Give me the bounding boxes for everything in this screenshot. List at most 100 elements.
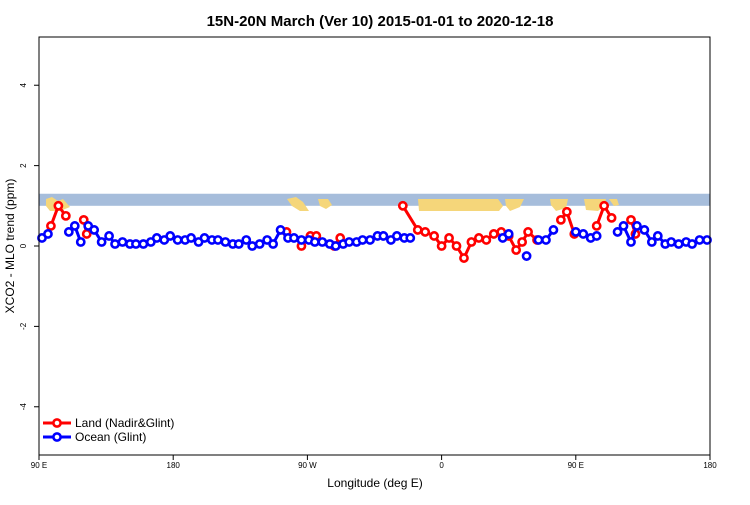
series-0-point-5-5 [444, 233, 454, 243]
series-1-point-2-31 [296, 235, 307, 245]
series-0-point-5-2 [420, 227, 431, 237]
series-0-point-6-0 [555, 214, 566, 225]
series-1-point-4-0 [521, 251, 532, 261]
series-1-point-0-1 [43, 229, 53, 239]
series-1-point-2-30 [289, 233, 299, 243]
series-0-point-5-3 [429, 231, 440, 241]
y-tick-label-1: -2 [19, 322, 28, 330]
x-axis-label: Longitude (deg E) [327, 476, 422, 490]
series-0-point-5-1 [412, 225, 423, 235]
series-0-point-5-4 [436, 241, 447, 251]
series-0-point-7-2 [606, 212, 617, 223]
series-1-point-2-13 [172, 235, 183, 245]
series-1-point-2-45 [391, 231, 402, 241]
series-1-point-2-24 [247, 241, 258, 251]
legend-label-1: Ocean (Glint) [75, 430, 146, 444]
map-land-4 [505, 199, 524, 211]
y-tick-label-0: -4 [19, 403, 28, 411]
legend-marker-1 [52, 432, 62, 442]
series-1-point-2-38 [344, 237, 355, 247]
x-tick-label-2: 90 W [298, 461, 317, 470]
series-1-point-7-0 [612, 227, 623, 237]
series-1-point-1-2 [75, 237, 86, 247]
series-1-point-5-0 [533, 235, 544, 245]
series-1-point-5-2 [548, 225, 559, 235]
series-0-point-7-0 [591, 221, 602, 231]
series-0-point-5-11 [488, 229, 499, 239]
series-1-point-2-20 [220, 237, 231, 247]
series-1-point-2-12 [165, 231, 176, 241]
series-1-point-2-41 [365, 235, 375, 245]
series-0-point-1-1 [81, 229, 92, 239]
series-0-point-0-2 [60, 210, 71, 221]
series-1-point-2-25 [254, 239, 265, 249]
series-0-point-5-15 [517, 237, 528, 247]
x-tick-label-3: 0 [439, 461, 444, 470]
map-land-3 [418, 199, 503, 211]
series-1-point-7-4 [639, 225, 650, 235]
series-layer [37, 200, 712, 263]
map-land-1 [287, 197, 309, 211]
legend: Land (Nadir&Glint)Ocean (Glint) [43, 416, 174, 444]
series-1-point-2-40 [357, 235, 368, 245]
series-1-point-2-15 [186, 233, 196, 243]
series-0-point-8-0 [626, 214, 636, 225]
series-1-point-2-7 [131, 239, 141, 249]
series-1-point-2-1 [89, 225, 100, 235]
map-land-2 [318, 199, 332, 209]
series-1-point-2-3 [104, 231, 114, 241]
series-1-point-2-2 [96, 237, 107, 247]
series-1-point-1-1 [69, 221, 80, 231]
series-1-point-6-1 [578, 229, 589, 239]
series-0-point-7-1 [599, 200, 610, 211]
series-1 [37, 221, 712, 261]
x-tick-label-5: 180 [703, 461, 717, 470]
x-tick-label-1: 180 [167, 461, 181, 470]
map-land-7 [609, 199, 619, 206]
series-1-point-2-5 [117, 237, 128, 247]
series-1-point-7-8 [666, 237, 677, 247]
chart-title: 15N-20N March (Ver 10) 2015-01-01 to 202… [207, 13, 554, 30]
map-strip [39, 193, 710, 211]
series-1-point-2-17 [199, 233, 210, 243]
series-0-point-5-10 [481, 235, 492, 245]
series-0-point-5-7 [459, 253, 469, 263]
series-1-point-7-13 [702, 235, 712, 245]
map-ocean [39, 193, 710, 206]
x-tick-label-0: 90 E [31, 461, 47, 470]
series-1-point-2-28 [275, 225, 286, 235]
series-1-point-7-3 [632, 221, 642, 231]
series-0-point-6-1 [561, 206, 572, 217]
series-1-point-2-4 [110, 239, 120, 249]
series-0-point-5-6 [451, 241, 462, 251]
x-axis: 90 E 180 90 W 0 90 E 180 [31, 455, 717, 470]
series-0-point-5-8 [466, 237, 477, 247]
series-1-point-6-0 [570, 227, 581, 237]
series-0-point-0-0 [46, 221, 56, 231]
series-1-point-7-1 [618, 221, 629, 231]
series-1-point-2-36 [330, 241, 341, 251]
series-1-point-7-9 [673, 239, 684, 249]
series-1-point-2-19 [213, 235, 223, 245]
series-1-point-2-8 [138, 239, 149, 249]
series-1-point-2-27 [268, 239, 279, 249]
series-1-point-5-1 [541, 235, 551, 245]
series-1-point-6-3 [591, 231, 602, 241]
series-0-point-5-14 [511, 245, 522, 255]
y-axis-label: XCO2 - MLO trend (ppm) [3, 179, 17, 314]
series-1-point-2-23 [241, 235, 252, 245]
series-1-point-2-47 [405, 233, 416, 243]
series-0-point-5-9 [473, 233, 484, 243]
legend-label-0: Land (Nadir&Glint) [75, 416, 174, 430]
y-tick-label-3: 2 [19, 163, 28, 168]
series-1-point-2-43 [378, 231, 389, 241]
map-land-5 [550, 199, 568, 211]
y-tick-label-2: 0 [19, 243, 28, 248]
series-1-point-1-0 [63, 227, 74, 237]
series-0-point-1-0 [78, 214, 89, 225]
series-1-point-2-10 [151, 233, 162, 243]
legend-marker-0 [52, 418, 62, 428]
x-tick-label-4: 90 E [568, 461, 584, 470]
